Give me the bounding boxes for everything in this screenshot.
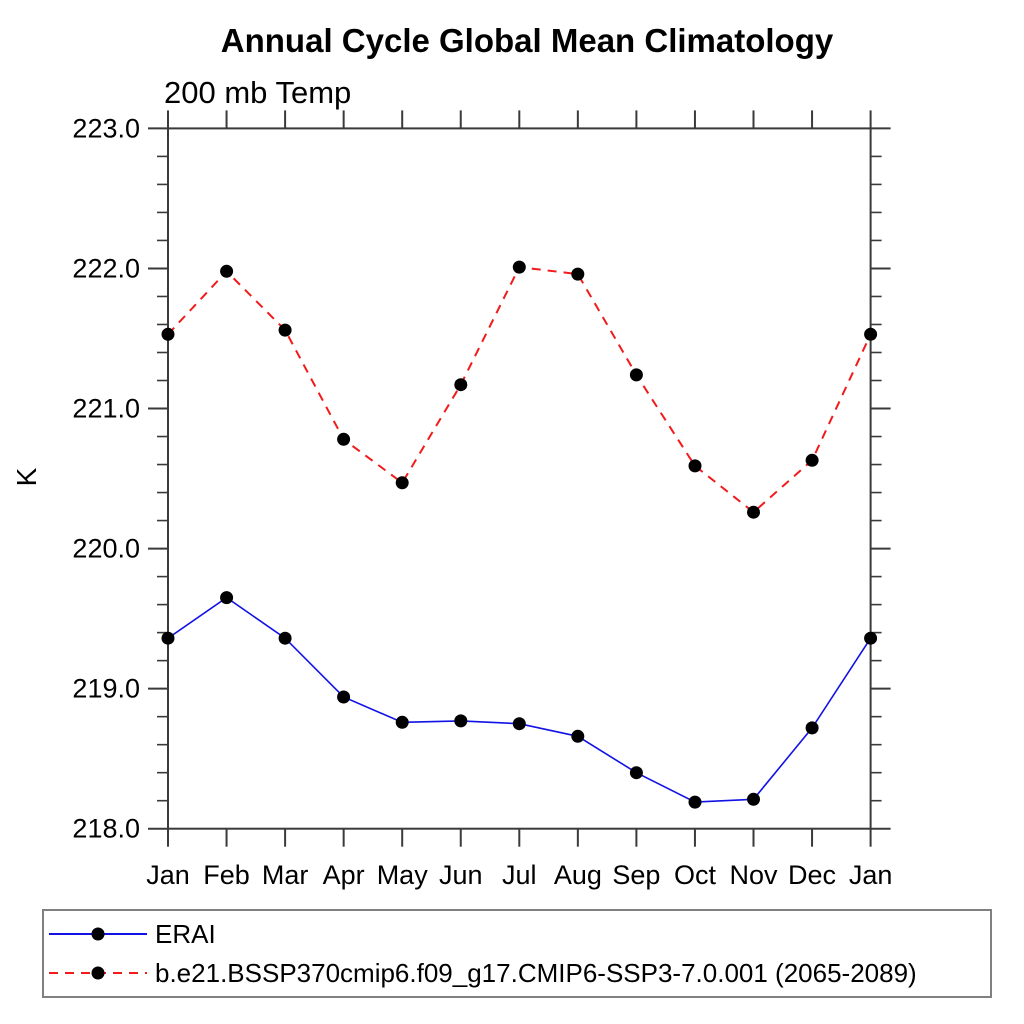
data-point-marker xyxy=(454,714,468,728)
data-point-marker xyxy=(512,260,526,274)
y-tick-label: 218.0 xyxy=(72,814,140,844)
y-tick-label: 221.0 xyxy=(72,394,140,424)
legend-label-erai: ERAI xyxy=(155,919,216,950)
chart-subtitle: 200 mb Temp xyxy=(164,75,351,110)
data-point-marker xyxy=(454,378,468,392)
data-point-marker xyxy=(805,453,819,467)
data-point-marker xyxy=(337,432,351,446)
data-point-marker xyxy=(864,327,878,341)
data-series xyxy=(161,260,878,809)
data-point-marker xyxy=(278,323,292,337)
erai-line-sample-icon xyxy=(49,927,147,941)
x-tick-label: Jul xyxy=(502,860,537,890)
x-tick-label: Nov xyxy=(729,860,778,890)
x-tick-label: Feb xyxy=(203,860,250,890)
legend: ERAI b.e21.BSSP370cmip6.f09_g17.CMIP6-SS… xyxy=(42,909,992,998)
data-point-marker xyxy=(220,591,234,605)
series-line-1 xyxy=(167,266,872,514)
x-tick-label: May xyxy=(377,860,429,890)
series-line-0 xyxy=(167,596,872,803)
x-tick-label: Apr xyxy=(323,860,365,890)
x-tick-label: Jan xyxy=(146,860,190,890)
x-tick-label: Jan xyxy=(849,860,893,890)
data-point-marker xyxy=(571,267,585,281)
data-point-marker xyxy=(688,795,702,809)
x-tick-label: Dec xyxy=(788,860,836,890)
axis-tick-labels: Jan Feb Mar Apr May Jun Jul Aug Sep Oct Nov Dec Jan2… xyxy=(72,113,892,890)
x-tick-label: Aug xyxy=(554,860,602,890)
data-point-marker xyxy=(747,792,760,806)
data-point-marker xyxy=(395,715,409,729)
x-tick-label: Sep xyxy=(612,860,660,890)
data-point-marker xyxy=(688,459,702,473)
data-point-marker xyxy=(864,631,878,645)
data-point-marker xyxy=(278,631,292,645)
y-tick-label: 222.0 xyxy=(72,253,140,283)
x-tick-label: Jun xyxy=(439,860,483,890)
chart-title: Annual Cycle Global Mean Climatology xyxy=(221,22,834,59)
data-point-marker xyxy=(512,717,526,731)
data-point-marker xyxy=(395,476,409,490)
y-axis-label: K xyxy=(11,467,42,486)
x-tick-label: Mar xyxy=(262,860,309,890)
y-tick-label: 223.0 xyxy=(72,113,140,143)
data-point-marker xyxy=(337,690,351,704)
data-point-marker xyxy=(747,505,760,519)
data-point-marker xyxy=(629,766,643,780)
data-point-marker xyxy=(161,631,175,645)
legend-entry-erai: ERAI xyxy=(49,915,990,953)
data-point-marker xyxy=(220,264,234,278)
model-line-sample-icon xyxy=(49,966,147,980)
data-point-marker xyxy=(629,368,643,382)
legend-entry-model: b.e21.BSSP370cmip6.f09_g17.CMIP6-SSP3-7.… xyxy=(49,954,990,992)
data-point-marker xyxy=(805,721,819,735)
axes xyxy=(148,110,891,847)
legend-label-model: b.e21.BSSP370cmip6.f09_g17.CMIP6-SSP3-7.… xyxy=(155,957,917,988)
data-point-marker xyxy=(161,327,175,341)
x-tick-label: Oct xyxy=(674,860,717,890)
y-tick-label: 219.0 xyxy=(72,674,140,704)
data-point-marker xyxy=(571,729,585,743)
y-tick-label: 220.0 xyxy=(72,534,140,564)
